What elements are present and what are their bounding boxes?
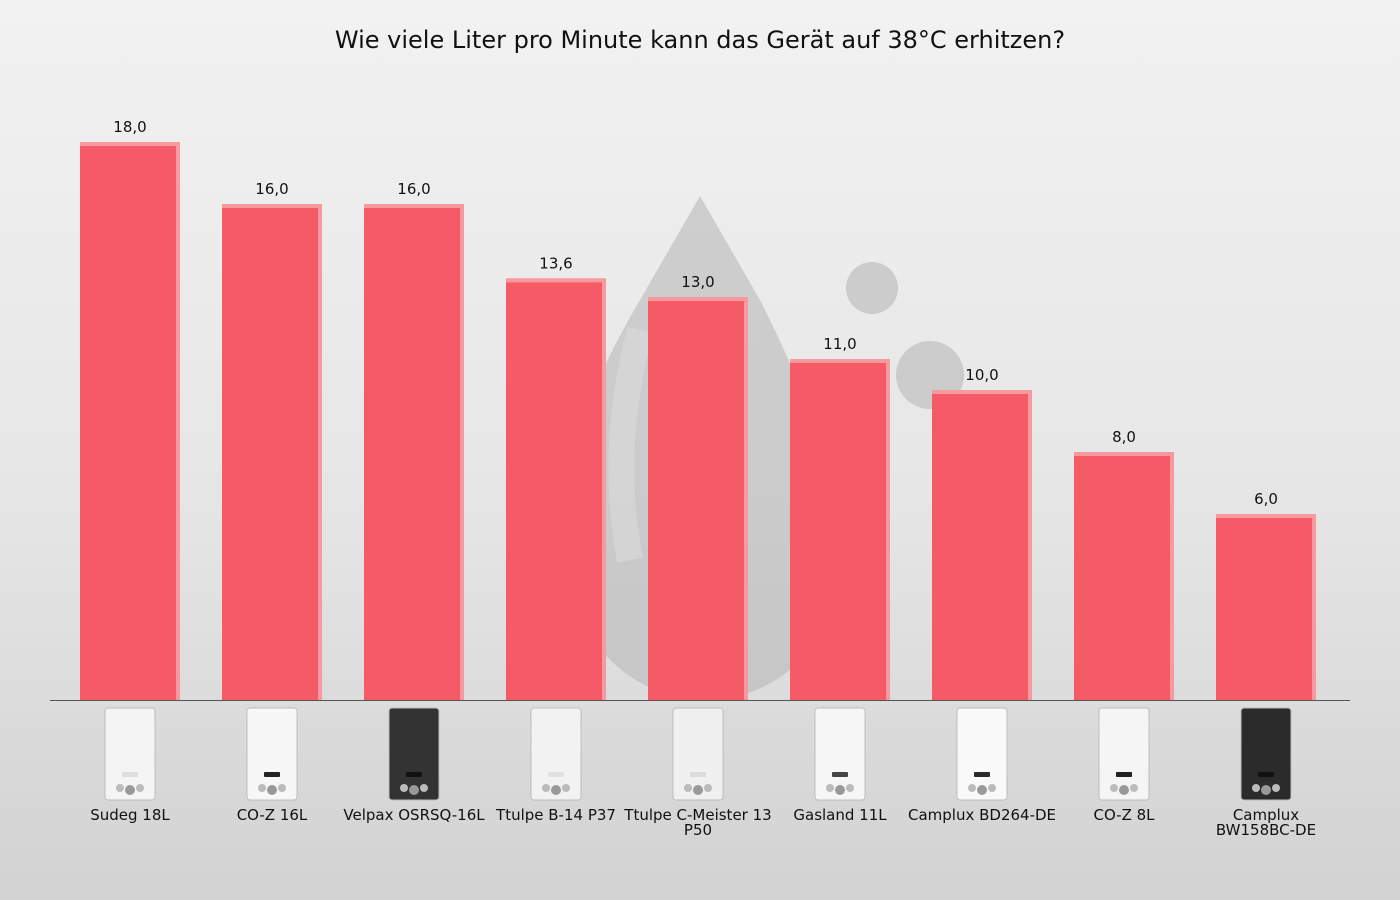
water-heater-white-icon (244, 706, 300, 802)
category-label: CO-Z 8L (1093, 806, 1155, 824)
bar-value-label: 18,0 (113, 118, 146, 136)
water-heater-white-icon (670, 706, 726, 802)
water-heater-black-icon (386, 706, 442, 802)
bar-value-label: 13,6 (539, 254, 572, 272)
bar-highlight (364, 204, 464, 700)
category-tick: Ttulpe C-Meister 13 P50 (624, 706, 772, 838)
bar-value-label: 16,0 (397, 180, 430, 198)
bar-highlight (80, 142, 180, 700)
category-label: CO-Z 16L (236, 806, 308, 824)
category-label: Ttulpe B-14 P37 (496, 806, 616, 824)
bar (222, 204, 322, 700)
bar-highlight (648, 297, 748, 700)
category-tick: Gasland 11L (770, 706, 910, 823)
bar-value-label: 11,0 (823, 335, 856, 353)
category-tick: Camplux BW158BC-DE (1196, 706, 1336, 838)
water-heater-white-icon (812, 706, 868, 802)
water-heater-white-icon (954, 706, 1010, 802)
bar-group: 18,0 (80, 118, 180, 700)
bar-highlight (932, 390, 1032, 700)
bar (790, 359, 890, 700)
bar (932, 390, 1032, 700)
water-heater-white-icon (1096, 706, 1152, 802)
water-heater-white-icon (528, 706, 584, 802)
bar (648, 297, 748, 700)
category-label: Velpax OSRSQ-16L (343, 806, 485, 824)
water-heater-black-icon (1238, 706, 1294, 802)
bar-group: 13,6 (506, 254, 606, 700)
bar-group: 16,0 (222, 180, 322, 700)
bar (364, 204, 464, 700)
bar-group: 11,0 (790, 335, 890, 700)
bar-highlight (790, 359, 890, 700)
bar-value-label: 8,0 (1112, 428, 1136, 446)
category-tick: Sudeg 18L (60, 706, 200, 823)
category-tick: CO-Z 16L (202, 706, 342, 823)
water-heater-white-icon (102, 706, 158, 802)
category-label: Ttulpe C-Meister 13 P50 (624, 806, 772, 839)
bar (1216, 514, 1316, 700)
bar-group: 8,0 (1074, 428, 1174, 700)
bar-group: 6,0 (1216, 490, 1316, 700)
bar-value-label: 10,0 (965, 366, 998, 384)
category-label: Camplux BD264-DE (907, 806, 1057, 824)
category-tick: CO-Z 8L (1054, 706, 1194, 823)
category-tick: Ttulpe B-14 P37 (486, 706, 626, 823)
bar-group: 10,0 (932, 366, 1032, 700)
bar-value-label: 6,0 (1254, 490, 1278, 508)
bar-group: 16,0 (364, 180, 464, 700)
bar-value-label: 16,0 (255, 180, 288, 198)
bar (1074, 452, 1174, 700)
chart-title: Wie viele Liter pro Minute kann das Gerä… (334, 26, 1066, 54)
bar (506, 278, 606, 700)
bar-highlight (506, 278, 606, 700)
category-tick: Velpax OSRSQ-16L (343, 706, 485, 823)
bar-highlight (1074, 452, 1174, 700)
bar (80, 142, 180, 700)
category-label: Gasland 11L (793, 806, 887, 824)
bar-group: 13,0 (648, 273, 748, 700)
category-label: Sudeg 18L (90, 806, 170, 824)
bar-highlight (1216, 514, 1316, 700)
category-tick: Camplux BD264-DE (908, 706, 1056, 823)
category-label: Camplux BW158BC-DE (1215, 806, 1317, 839)
bar-value-label: 13,0 (681, 273, 714, 291)
bar-highlight (222, 204, 322, 700)
